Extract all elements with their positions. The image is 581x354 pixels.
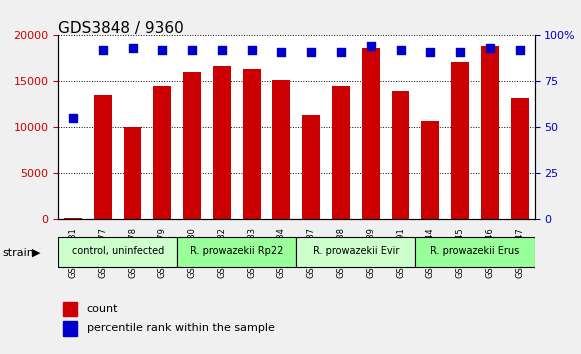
Point [485, 45, 494, 51]
Point [247, 47, 256, 53]
Text: R. prowazekii Erus: R. prowazekii Erus [431, 246, 519, 256]
Bar [63, 321, 77, 336]
Bar [392, 91, 410, 219]
Bar [94, 95, 112, 219]
Point [188, 47, 197, 53]
Bar [243, 69, 260, 219]
Bar [213, 66, 231, 219]
Point [396, 47, 405, 53]
Bar [421, 121, 439, 219]
Bar [362, 48, 379, 219]
Bar [481, 46, 498, 219]
Text: R. prowazekii Evir: R. prowazekii Evir [313, 246, 399, 256]
Point [426, 49, 435, 55]
Point [336, 49, 346, 55]
Point [69, 115, 78, 121]
Point [98, 47, 107, 53]
Bar [153, 86, 171, 219]
FancyBboxPatch shape [415, 237, 535, 267]
Point [157, 47, 167, 53]
Bar [64, 218, 82, 219]
Bar [451, 62, 469, 219]
Point [456, 49, 465, 55]
Point [515, 47, 524, 53]
Point [128, 45, 137, 51]
Point [366, 44, 375, 49]
Point [277, 49, 286, 55]
FancyBboxPatch shape [177, 237, 296, 267]
Text: control, uninfected: control, uninfected [71, 246, 164, 256]
Bar [332, 86, 350, 219]
Text: R. prowazekii Rp22: R. prowazekii Rp22 [190, 246, 284, 256]
Text: GDS3848 / 9360: GDS3848 / 9360 [58, 21, 184, 36]
Text: percentile rank within the sample: percentile rank within the sample [87, 323, 275, 333]
Point [307, 49, 316, 55]
Text: ▶: ▶ [32, 248, 41, 258]
Bar [183, 72, 201, 219]
Text: strain: strain [3, 248, 35, 258]
FancyBboxPatch shape [296, 237, 415, 267]
FancyBboxPatch shape [58, 237, 177, 267]
Bar [124, 126, 141, 219]
Text: count: count [87, 304, 118, 314]
Bar [302, 115, 320, 219]
Bar [511, 98, 529, 219]
Bar [63, 302, 77, 316]
Bar [272, 80, 290, 219]
Point [217, 47, 227, 53]
